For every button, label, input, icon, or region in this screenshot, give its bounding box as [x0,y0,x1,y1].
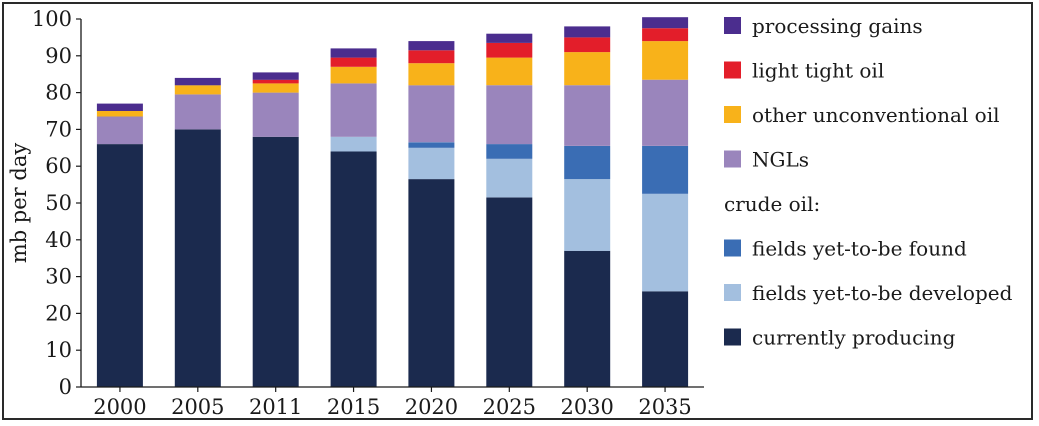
legend-swatch [724,284,741,301]
y-tick-label: 0 [59,375,72,399]
bar-segment [486,42,533,58]
bar-segment [174,129,221,387]
legend-label: fields yet-to-be developed [752,281,1013,305]
bar-segment [252,79,299,84]
bar-segment [174,94,221,130]
x-tick-label: 2030 [560,395,613,419]
bar-segment [96,103,143,111]
axes-layer: 2000 2005 2011 2015 2020 2025 2030 203501020304… [7,7,704,419]
chart-frame: 2000 2005 2011 2015 2020 2025 2030 2035 0 10 20 30 4… [2,2,1033,420]
bar-segment [330,48,377,58]
bar-segment [252,83,299,93]
bar-segment [330,83,377,137]
bar-segment [330,57,377,67]
x-tick-label: 2015 [327,395,380,419]
legend-swatch [724,150,741,168]
legend-swatch [724,17,741,34]
bars-layer [96,17,689,387]
y-tick-label: 70 [45,117,72,141]
bar-segment [564,26,611,38]
y-axis-label: mb per day [7,143,31,264]
y-tick-label: 50 [45,191,72,215]
bar-segment [330,66,377,84]
bar-segment [174,85,221,95]
x-tick-label: 2025 [483,395,536,419]
bar-segment [174,77,221,86]
bar-segment [642,17,689,29]
bar-segment [486,33,533,43]
y-tick-label: 20 [45,301,72,325]
legend-label: NGLs [752,148,809,172]
bar-segment [564,52,611,86]
x-tick-label: 2035 [638,395,691,419]
bar-segment [564,85,611,146]
legend-label: currently producing [752,326,956,350]
bar-segment [642,79,689,146]
bar-segment [252,136,299,387]
bar-segment [252,92,299,137]
legend-swatch [724,61,741,79]
bar-segment [564,37,611,53]
bar-segment [642,41,689,80]
bar-segment [486,57,533,86]
bar-segment [96,116,143,145]
bar-segment [486,85,533,145]
legend-label: other unconventional oil [752,103,999,127]
x-tick-label: 2020 [405,395,458,419]
bar-segment [642,146,689,194]
y-tick-label: 10 [45,338,72,362]
bar-segment [408,63,455,86]
y-tick-label: 40 [45,228,72,252]
stacked-bar-chart: 2000 2005 2011 2015 2020 2025 2030 203501020304… [7,7,1013,419]
bar-segment [642,291,689,387]
bar-segment [252,72,299,80]
legend-swatch [724,239,741,257]
y-tick-label: 100 [32,7,72,31]
bar-segment [96,111,143,117]
y-tick-label: 30 [45,265,72,289]
legend-label: fields yet-to-be found [752,237,967,261]
legend-label: light tight oil [752,59,884,83]
legend-swatch [724,328,741,346]
bar-segment [564,250,611,387]
bar-segment [486,144,533,159]
bar-segment [330,136,377,152]
y-tick-label: 90 [45,44,72,68]
bar-segment [408,142,455,148]
bar-segment [330,151,377,387]
x-tick-label: 2011 [249,395,302,419]
legend-swatch [724,106,741,123]
bar-segment [96,144,143,387]
bar-segment [564,179,611,251]
y-tick-label: 60 [45,154,72,178]
bar-segment [408,147,455,180]
legend-group-heading: crude oil: [724,192,820,216]
bar-segment [408,179,455,387]
x-tick-label: 2000 [93,395,146,419]
legend-label: processing gains [752,14,923,38]
bar-segment [486,197,533,387]
bar-segment [408,85,455,143]
bar-segment [564,146,611,180]
bar-segment [642,28,689,42]
legend: processing gains light tight oil other unc… [724,14,1013,350]
bar-segment [408,41,455,51]
y-tick-label: 80 [45,81,72,105]
x-tick-label: 2005 [171,395,224,419]
bar-segment [642,193,689,292]
bar-segment [486,158,533,198]
bar-segment [408,50,455,64]
